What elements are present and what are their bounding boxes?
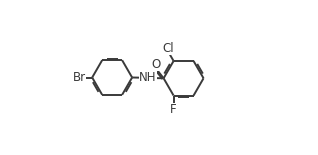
- Text: Br: Br: [73, 71, 86, 84]
- Text: NH: NH: [139, 71, 156, 84]
- Text: F: F: [170, 103, 177, 116]
- Text: Cl: Cl: [162, 42, 174, 55]
- Text: O: O: [151, 58, 161, 71]
